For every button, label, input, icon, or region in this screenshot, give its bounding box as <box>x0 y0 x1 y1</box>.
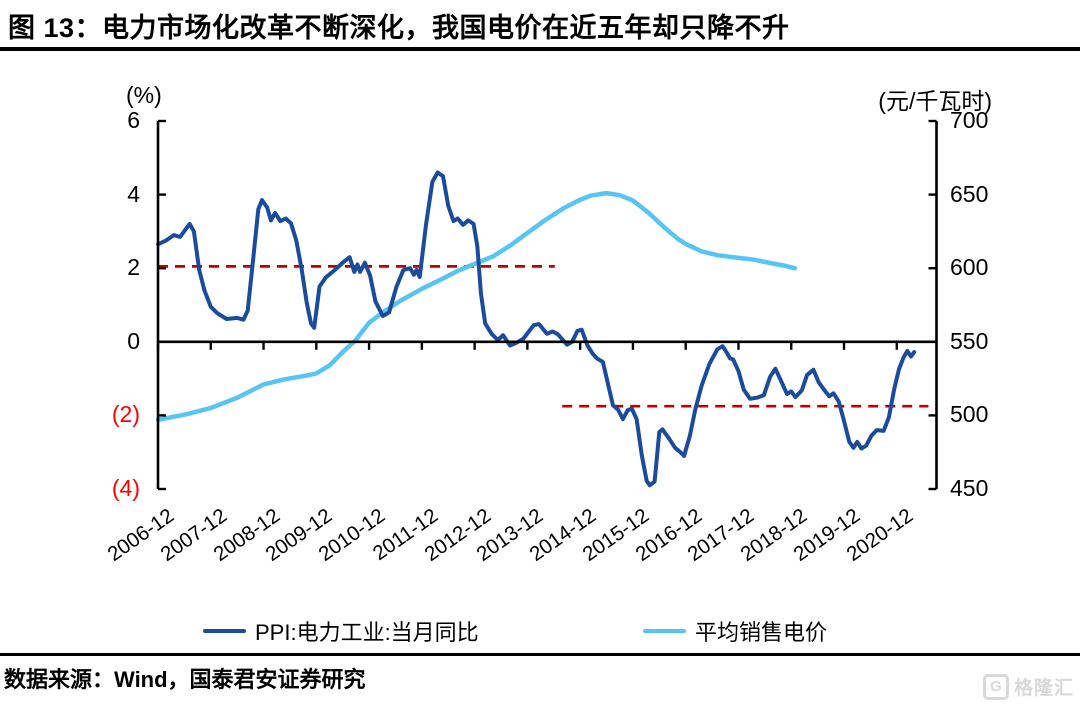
legend-label-avg-price: 平均销售电价 <box>695 620 828 645</box>
y-left-tick-label: (4) <box>111 475 140 501</box>
source-text: 数据来源：Wind，国泰君安证券研究 <box>4 667 366 692</box>
y-right-tick-label: 650 <box>950 180 989 207</box>
watermark: G 格隆汇 <box>982 673 1074 700</box>
ppi-line <box>156 170 917 488</box>
y-left-tick-label: 6 <box>127 107 140 133</box>
legend-item-avg-price: 平均销售电价 <box>643 616 827 646</box>
avg-price-line-swatch <box>643 628 686 634</box>
y-left-tick-label: 4 <box>127 180 140 207</box>
y-right-tick-label: 550 <box>950 327 989 354</box>
gelonghui-logo-icon: G <box>982 673 1009 700</box>
y-right-tick-label: 600 <box>950 254 989 281</box>
ppi-line-swatch <box>203 628 246 634</box>
y-right-tick-label: 500 <box>950 401 989 428</box>
y-right-tick-label: 700 <box>950 107 989 133</box>
figure-title: 图 13：电力市场化改革不断深化，我国电价在近五年却只降不升 <box>8 13 790 43</box>
y-left-tick-label: 0 <box>127 327 140 354</box>
avg-price-line <box>155 190 798 423</box>
legend-item-ppi: PPI:电力工业:当月同比 <box>203 616 479 646</box>
legend-label-ppi: PPI:电力工业:当月同比 <box>255 620 479 645</box>
watermark-text: 格隆汇 <box>1013 678 1074 699</box>
right-axis-unit-label: (元/千瓦时) <box>878 88 992 114</box>
title-divider <box>0 47 1080 51</box>
y-left-tick-label: 2 <box>127 254 140 281</box>
left-axis-unit-label: (%) <box>126 82 162 108</box>
y-right-tick-label: 450 <box>950 475 989 501</box>
source-divider <box>0 653 1080 656</box>
y-left-tick-label: (2) <box>111 401 140 428</box>
